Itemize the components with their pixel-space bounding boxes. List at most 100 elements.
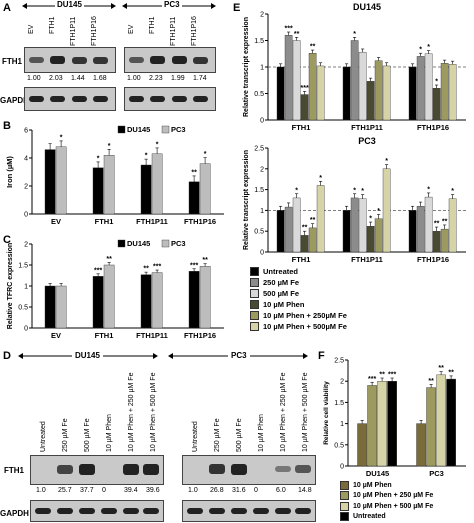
significance-label: ** xyxy=(106,256,112,263)
quant-value: 1.0 xyxy=(188,487,198,494)
bar xyxy=(358,198,367,253)
legend-item: 500 µM Fe xyxy=(250,288,347,299)
lane-label: Untreated xyxy=(40,421,47,452)
quant-value: 0 xyxy=(102,487,106,494)
significance-label: * xyxy=(353,31,356,38)
legend-swatch xyxy=(250,322,259,331)
x-tick-label: FTH1P11 xyxy=(136,217,168,226)
y-tick-label: 0 xyxy=(24,326,28,333)
bar xyxy=(416,423,426,467)
bar xyxy=(55,146,67,215)
bar xyxy=(199,163,211,215)
bar xyxy=(276,66,285,121)
legend-item: 10 µM Phen + 250µM Fe xyxy=(250,310,347,321)
panel-label-d: D xyxy=(3,350,11,362)
bar xyxy=(188,271,200,329)
row-label-fth1: FTH1 xyxy=(2,57,22,66)
quant-value: 2.23 xyxy=(149,75,163,82)
legend-label: 10 µM Phen xyxy=(263,300,305,309)
y-tick-label: 1.5 xyxy=(254,187,264,194)
quant-value: 31.6 xyxy=(232,487,246,494)
legend-item: 250 µM Fe xyxy=(250,277,347,288)
legend-label: Untreated xyxy=(353,513,386,521)
significance-label: *** xyxy=(153,264,161,271)
panel-label-a: A xyxy=(3,2,11,14)
lane-label: FTH1 xyxy=(149,16,156,35)
legend-label: 500 µM Fe xyxy=(263,289,300,298)
blot-gapdh-pc3 xyxy=(182,500,316,522)
y-tick-label: 2 xyxy=(260,166,264,173)
y-tick-label: 0 xyxy=(24,212,28,219)
lane-label: 500 µM Fe xyxy=(236,418,243,452)
bar xyxy=(424,53,433,121)
lane-label: 10 µM Phen + 500 µM Fe xyxy=(150,372,157,452)
bar xyxy=(292,40,301,121)
y-tick-label: 0 xyxy=(260,250,264,257)
significance-label: * xyxy=(369,216,372,223)
x-tick-label: DU145 xyxy=(366,469,389,478)
bar xyxy=(448,198,457,253)
bar xyxy=(316,185,325,253)
chart-e-pc3: 0 0.5 1 1.5 2 2.5 Relative transcript expressi… xyxy=(243,136,466,264)
bar xyxy=(416,206,425,253)
group-arrows-d xyxy=(18,353,308,359)
row-label-gapdh: GAPDH xyxy=(0,509,29,518)
lane-label: 10 µM Phen xyxy=(258,414,265,452)
group-label-du145: DU145 xyxy=(55,0,84,9)
y-tick-label: 0 xyxy=(340,464,344,471)
significance-label: * xyxy=(295,187,298,194)
quant-value: 14.8 xyxy=(298,487,312,494)
blot-gapdh-du145 xyxy=(30,500,164,522)
x-tick-label: PC3 xyxy=(429,469,444,478)
x-tick-label: FTH1 xyxy=(95,217,114,226)
lane-label: FTH1P11 xyxy=(170,16,177,46)
bar xyxy=(316,65,325,121)
y-tick-label: 1.5 xyxy=(18,263,28,270)
significance-label: *** xyxy=(190,262,198,269)
y-axis-label: Relative TFRC expression xyxy=(7,243,14,329)
y-axis-label: Relative transcript expression xyxy=(243,17,250,117)
bar xyxy=(292,197,301,253)
y-axis-label: Relative transcript expression xyxy=(243,150,250,250)
significance-label: *** xyxy=(285,26,293,33)
panel-label-e: E xyxy=(233,2,241,14)
legend-swatch xyxy=(340,512,349,522)
bar xyxy=(300,235,309,253)
y-tick-label: 6 xyxy=(24,128,28,135)
lane-label: 250 µM Fe xyxy=(214,418,221,452)
x-tick-label: FTH1P16 xyxy=(417,123,449,132)
y-tick-label: 2 xyxy=(260,12,264,19)
legend-item: 10 µM Phen + 250 µM Fe xyxy=(340,491,433,502)
legend-item: 10 µM Phen xyxy=(250,299,347,310)
bar xyxy=(377,381,387,467)
significance-label: * xyxy=(419,47,422,54)
significance-label: * xyxy=(385,158,388,165)
significance-label: * xyxy=(156,141,159,148)
chart-title: DU145 xyxy=(353,2,381,12)
legend-label: Untreated xyxy=(263,267,299,276)
significance-label: ** xyxy=(448,369,454,376)
quant-value: 26.8 xyxy=(210,487,224,494)
bar xyxy=(416,56,425,121)
significance-label: ** xyxy=(202,257,208,264)
lane-label: 10 µM Phen + 500 µM Fe xyxy=(302,372,309,452)
significance-label: *** xyxy=(94,267,102,274)
legend-label: 10 µM Phen + 250 µM Fe xyxy=(353,492,434,500)
y-tick-label: 0.5 xyxy=(254,229,264,236)
legend-label: DU145 xyxy=(127,125,150,134)
significance-label: * xyxy=(361,188,364,195)
bar xyxy=(374,218,383,253)
bar xyxy=(103,155,115,215)
y-tick-label: 2 xyxy=(340,379,344,386)
significance-label: * xyxy=(60,134,63,141)
y-tick-label: 2.5 xyxy=(254,146,264,153)
bar xyxy=(140,164,152,215)
y-tick-label: 1.5 xyxy=(254,38,264,45)
significance-label: * xyxy=(353,187,356,194)
bar xyxy=(424,196,433,253)
blot-fth1-du145 xyxy=(24,47,116,73)
legend-label: 10 µM Phen xyxy=(353,481,392,489)
panel-label-b: B xyxy=(3,120,11,132)
